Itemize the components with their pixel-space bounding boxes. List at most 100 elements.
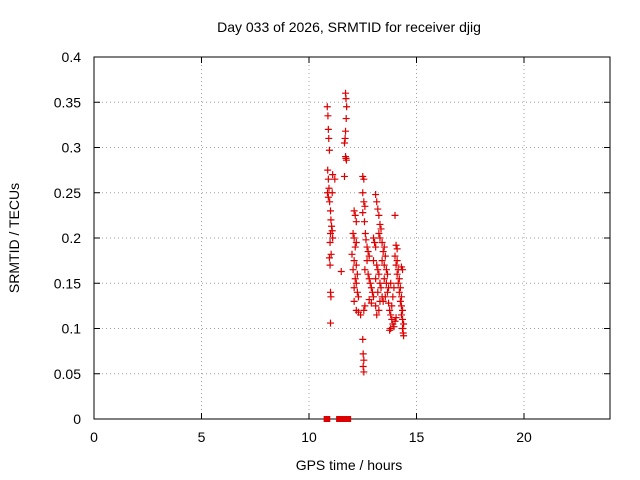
data-point [352,218,360,226]
data-point [342,95,350,103]
data-point [326,261,334,269]
data-point [393,270,401,278]
data-point [392,314,400,322]
data-point [325,254,333,262]
data-point [399,306,407,314]
data-point [365,275,373,283]
data-point [327,250,335,258]
data-point [375,306,383,314]
data-point [327,229,334,237]
data-point [393,245,401,253]
data-point [376,220,384,228]
data-point [380,275,388,283]
data-point [372,191,380,199]
data-point [399,266,407,274]
data-point [364,270,372,278]
data-point [373,261,381,269]
data-point [392,241,400,249]
data-point [390,284,398,292]
data-point [370,257,377,265]
data-point [359,363,367,371]
data-point [362,236,370,244]
data-point [325,184,333,192]
data-point [337,267,345,275]
data-point [374,288,382,296]
x-tick-label: 15 [409,429,425,445]
data-point [324,125,332,133]
data-point [397,293,405,301]
data-point [400,332,408,340]
data-point [336,416,343,422]
data-point [353,288,361,296]
data-point [325,146,333,154]
data-point [328,189,336,197]
data-point [375,270,383,278]
data-point [324,112,332,120]
data-point [373,198,381,206]
data-point [387,279,395,287]
y-tick-label: 0 [73,411,81,427]
data-point [329,234,337,242]
data-point [359,189,367,197]
data-point [350,257,358,265]
data-point [370,234,377,242]
data-point [360,198,368,206]
data-point [327,293,335,301]
chart-title: Day 033 of 2026, SRMTID for receiver dji… [217,19,481,35]
data-point [386,306,394,314]
x-tick-label: 10 [301,429,317,445]
data-point [391,252,399,260]
data-point [359,335,367,343]
data-point [396,297,404,305]
y-tick-label: 0.25 [54,185,81,201]
data-point [349,266,357,274]
data-point [351,211,359,219]
data-point [380,261,388,269]
data-point [376,234,384,242]
y-tick-label: 0.05 [54,366,81,382]
data-point [375,211,383,219]
x-axis-label: GPS time / hours [296,457,403,473]
data-point [342,115,350,123]
data-point [350,297,358,305]
data-point [378,239,386,247]
y-tick-label: 0.1 [62,321,82,337]
data-point [372,302,380,310]
data-point [382,266,390,274]
data-point [359,209,367,217]
grid-lines [94,57,610,419]
data-point [397,302,405,310]
data-point [367,299,375,307]
data-point [351,243,359,251]
axis-ticks: 0 5 10 15 20 0 0.05 0.1 0.15 0.2 0.25 0.3 0.35 0.4 [54,49,610,445]
data-point [340,139,348,147]
data-point [348,250,356,258]
data-point [352,279,360,287]
data-point [371,239,379,247]
data-point [328,222,336,230]
data-point [364,248,372,256]
data-point [350,284,358,292]
data-point [399,325,407,332]
data-point [372,275,380,283]
data-point [325,134,333,142]
data-point [377,225,385,233]
data-point [397,311,405,319]
data-point [374,205,382,213]
data-point [350,207,358,215]
data-point [363,257,371,265]
data-point [360,356,368,364]
data-point [370,293,377,301]
data-point [326,198,334,206]
y-tick-label: 0.15 [54,275,81,291]
data-point [324,193,332,201]
data-point [354,293,362,301]
data-point [360,368,368,376]
data-point [365,296,373,304]
y-tick-label: 0.3 [62,140,82,156]
data-point [365,252,373,260]
data-point [361,302,369,310]
data-point [359,350,367,358]
y-axis-label: SRMTID / TECUs [6,183,22,293]
data-point [350,234,358,242]
